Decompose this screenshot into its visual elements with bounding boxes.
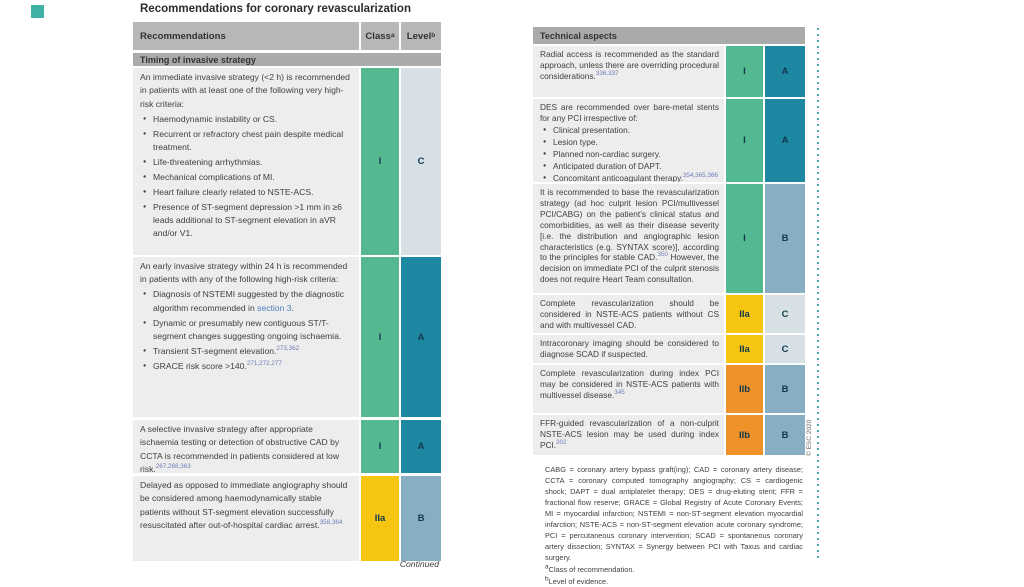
class-cell: I xyxy=(361,257,399,417)
recommendation-text: It is recommended to base the revascular… xyxy=(533,184,724,293)
recommendation-text: An early invasive strategy within 24 h i… xyxy=(133,257,359,417)
recommendation-text: Intracoronary imaging should be consider… xyxy=(533,335,724,363)
level-cell: A xyxy=(401,257,441,417)
class-cell: IIa xyxy=(726,335,763,363)
esc-copyright: © ESC 2020 xyxy=(806,419,813,456)
footnote-a: aClass of recommendation. xyxy=(545,563,635,574)
header-recommendations: Recommendations xyxy=(133,22,359,50)
class-cell: I xyxy=(726,99,763,182)
class-cell: IIb xyxy=(726,365,763,413)
footnotes: CABG = coronary artery bypass graft(ing)… xyxy=(545,464,803,587)
class-cell: IIa xyxy=(726,295,763,333)
recommendation-text: DES are recommended over bare-metal sten… xyxy=(533,99,724,182)
section-header: Technical aspects xyxy=(533,27,805,44)
footnote-b: bLevel of evidence. xyxy=(545,575,609,586)
reference-superscript: 354,365,366 xyxy=(682,172,718,180)
table-row: Intracoronary imaging should be consider… xyxy=(533,335,805,363)
table-row: Radial access is recommended as the stan… xyxy=(533,46,805,97)
header-level: Level b xyxy=(401,22,441,50)
table-row: A selective invasive strategy after appr… xyxy=(133,420,441,473)
class-cell: I xyxy=(726,46,763,97)
level-cell: C xyxy=(401,68,441,255)
table-row: FFR-guided revascularization of a non-cu… xyxy=(533,415,805,455)
abbreviations-text: CABG = coronary artery bypass graft(ing)… xyxy=(545,465,803,562)
recommendation-text: Delayed as opposed to immediate angiogra… xyxy=(133,476,359,561)
table-row: An immediate invasive strategy (<2 h) is… xyxy=(133,68,441,255)
table-header-row: Recommendations Class a Level b xyxy=(133,22,441,50)
table-row: Complete revascularization during index … xyxy=(533,365,805,413)
class-cell: I xyxy=(361,420,399,473)
criteria-list: Clinical presentation. Lesion type. Plan… xyxy=(540,125,719,182)
page-title: Recommendations for coronary revasculari… xyxy=(140,3,411,15)
reference-superscript: 345 xyxy=(614,389,625,397)
section-header: Timing of invasive strategy xyxy=(133,53,441,66)
section-3-link[interactable]: section 3 xyxy=(257,302,292,313)
reference-superscript: 273,362 xyxy=(276,345,300,353)
recommendation-text: FFR-guided revascularization of a non-cu… xyxy=(533,415,724,455)
level-cell: B xyxy=(765,415,805,455)
reference-superscript: 358,364 xyxy=(319,519,343,527)
level-cell: C xyxy=(765,335,805,363)
criteria-list: Haemodynamic instability or CS. Recurren… xyxy=(140,113,353,241)
level-cell: B xyxy=(401,476,441,561)
table-row: An early invasive strategy within 24 h i… xyxy=(133,257,441,417)
continued-label: Continued xyxy=(399,559,439,569)
table-row: It is recommended to base the revascular… xyxy=(533,184,805,293)
class-cell: IIb xyxy=(726,415,763,455)
section-header-row: Timing of invasive strategy xyxy=(133,53,441,66)
dotted-divider-line xyxy=(817,28,819,562)
recommendation-text: Radial access is recommended as the stan… xyxy=(533,46,724,97)
recommendation-text: A selective invasive strategy after appr… xyxy=(133,420,359,473)
table-row: DES are recommended over bare-metal sten… xyxy=(533,99,805,182)
reference-superscript: 267,268,363 xyxy=(155,463,191,471)
level-cell: C xyxy=(765,295,805,333)
reference-superscript: 302 xyxy=(556,439,567,447)
criteria-list: Diagnosis of NSTEMI suggested by the dia… xyxy=(140,288,353,373)
class-cell: I xyxy=(361,68,399,255)
level-cell: A xyxy=(765,46,805,97)
reference-superscript: 271,272,277 xyxy=(246,359,282,367)
recommendations-table: Recommendations Class a Level b Timing of … xyxy=(133,22,441,561)
recommendation-text: An immediate invasive strategy (<2 h) is… xyxy=(133,68,359,255)
level-cell: A xyxy=(765,99,805,182)
level-cell: B xyxy=(765,184,805,293)
level-cell: B xyxy=(765,365,805,413)
level-cell: A xyxy=(401,420,441,473)
technical-aspects-table: Technical aspects Radial access is recom… xyxy=(533,27,805,455)
reference-superscript: 336,337 xyxy=(595,70,619,78)
slide-accent-square xyxy=(31,5,44,18)
recommendation-text: Complete revascularization should be con… xyxy=(533,295,724,333)
reference-superscript: 350 xyxy=(657,251,668,259)
class-cell: IIa xyxy=(361,476,399,561)
table-row: Delayed as opposed to immediate angiogra… xyxy=(133,476,441,561)
header-class: Class a xyxy=(361,22,399,50)
class-cell: I xyxy=(726,184,763,293)
table-row: Complete revascularization should be con… xyxy=(533,295,805,333)
recommendation-text: Complete revascularization during index … xyxy=(533,365,724,413)
